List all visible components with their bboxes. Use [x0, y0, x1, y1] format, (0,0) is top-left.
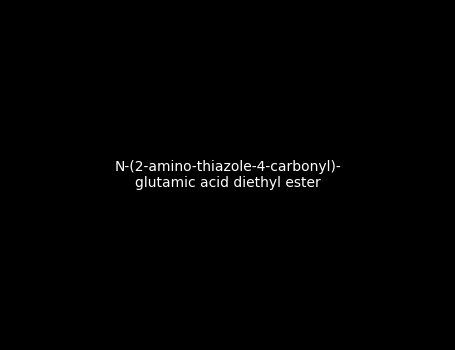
Text: N-(2-amino-thiazole-4-carbonyl)-
glutamic acid diethyl ester: N-(2-amino-thiazole-4-carbonyl)- glutami… — [114, 160, 341, 190]
